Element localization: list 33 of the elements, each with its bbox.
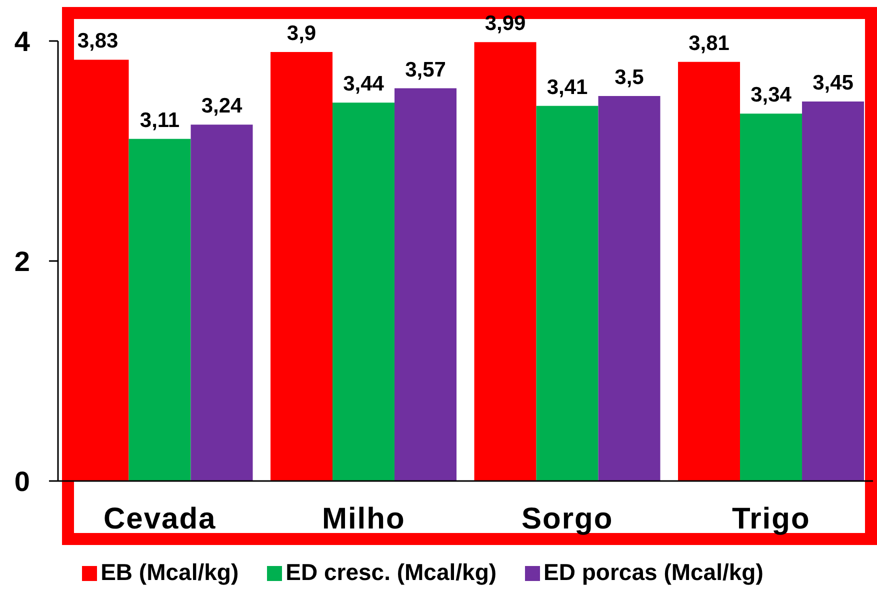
data-label: 3,99 (484, 12, 526, 36)
data-label: 3,34 (750, 84, 792, 107)
legend-label: ED porcas (Mcal/kg) (544, 559, 764, 585)
bar (678, 62, 740, 481)
legend-label: EB (Mcal/kg) (100, 559, 239, 585)
data-label: 3,57 (405, 58, 446, 82)
data-label: 3,44 (343, 72, 384, 96)
data-label: 3,41 (546, 76, 588, 99)
data-label: 3,9 (286, 22, 316, 45)
bar (740, 114, 802, 481)
bar (190, 124, 253, 481)
y-tick-label: 0 (14, 466, 30, 497)
data-label: 3,24 (201, 94, 243, 118)
data-label: 3,5 (614, 66, 644, 89)
x-tick-label: Trigo (732, 502, 810, 536)
x-tick-label: Cevada (104, 502, 216, 536)
bar (128, 138, 191, 481)
data-label: 3,11 (140, 108, 180, 132)
x-tick-label: Sorgo (522, 502, 614, 536)
y-tick-label: 4 (14, 26, 30, 57)
data-label: 3,83 (77, 30, 118, 53)
y-tick-label: 2 (14, 246, 30, 277)
bar (474, 42, 536, 481)
bar (270, 52, 333, 481)
bar (536, 106, 598, 481)
legend-label: ED cresc. (Mcal/kg) (286, 559, 497, 585)
bar (394, 88, 457, 481)
data-label: 3,45 (812, 72, 854, 94)
bar (802, 102, 864, 481)
bar (332, 102, 395, 481)
bar (598, 96, 660, 481)
x-tick-label: Milho (322, 502, 406, 536)
data-label: 3,81 (688, 32, 730, 55)
